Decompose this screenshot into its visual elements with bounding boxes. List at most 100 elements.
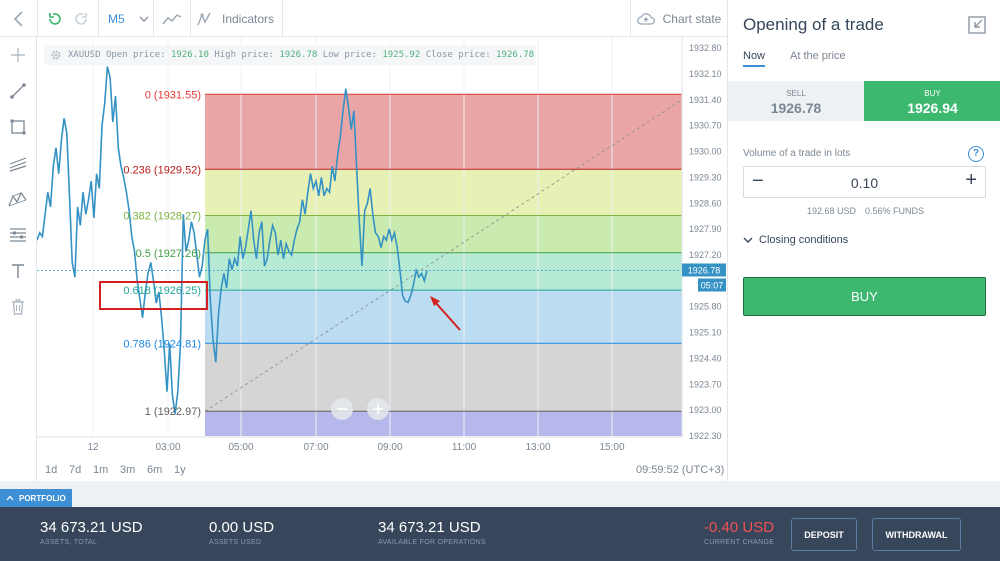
sell-label: SELL [786,89,806,98]
rectangle-tool[interactable] [6,115,30,139]
tab-at-the-price[interactable]: At the price [790,50,846,62]
svg-text:1926.78: 1926.78 [688,265,721,275]
undo-icon [49,12,61,25]
delete-drawings-tool[interactable] [6,295,30,319]
info-open-label: Open price: [105,50,166,60]
drawing-tools-sidebar [0,37,37,481]
range-1d[interactable]: 1d [45,464,58,476]
fib-zone [205,215,682,253]
y-tick-label: 1927.90 [689,224,722,234]
y-tick-label: 1931.40 [689,95,722,105]
fib-zone [205,290,682,344]
current-change-value: -0.40 USD [704,519,775,536]
available-value: 34 673.21 USD [378,519,481,536]
range-1y[interactable]: 1y [174,464,186,476]
cloud-upload-icon [636,12,655,25]
assets-used-label: ASSETS USED [209,539,262,546]
fibonacci-trend-line[interactable] [204,99,683,412]
y-tick-label: 1930.70 [689,121,722,131]
increase-volume-button[interactable]: + [965,169,977,191]
zoom-out-button[interactable] [331,398,353,420]
chart-type-button[interactable] [155,0,189,37]
trash-icon [12,299,24,315]
timeframe-select[interactable]: M5 [100,0,152,37]
x-tick-label: 05:00 [228,442,253,453]
help-icon[interactable]: ? [968,146,984,162]
trend-line-icon [10,83,26,99]
fib-level-label: 0.236 (1929.52) [123,164,201,176]
fib-level-label: 0.5 (1927.26) [136,248,201,260]
sell-price: 1926.78 [770,100,822,116]
volume-stepper[interactable]: − 0.10 + [743,166,986,198]
highlight-box [99,281,208,310]
fib-level-label: 0 (1931.55) [145,89,201,101]
portfolio-tab[interactable]: PORTFOLIO [0,489,72,507]
withdrawal-button[interactable]: WITHDRAWAL [872,518,961,551]
clock: 09:59:52 (UTC+3) [636,464,725,476]
closing-conditions-toggle[interactable]: Closing conditions [759,234,849,246]
undo-button[interactable] [44,0,66,37]
y-tick-label: 1924.40 [689,353,722,363]
y-tick-label: 1930.00 [689,147,722,157]
rectangle-icon [10,119,26,135]
fib-zone [205,169,682,216]
y-tick-label: 1928.60 [689,198,722,208]
x-tick-label: 12 [87,442,99,453]
chevron-down-icon [139,16,149,22]
info-open-value: 1926.10 [170,50,209,60]
volume-input[interactable]: 0.10 [850,175,879,191]
portfolio-label: PORTFOLIO [19,493,66,503]
channel-icon [9,157,27,172]
info-symbol: XAUUSD [68,50,101,60]
tab-now[interactable]: Now [743,50,766,67]
trend-line-tool[interactable] [6,79,30,103]
info-low-label: Low price: [322,50,377,60]
trade-cost: 192.68 USD [807,206,857,216]
pattern-tool[interactable] [6,187,30,211]
fib-zone [205,343,682,412]
redo-icon [75,12,87,25]
zoom-in-button[interactable] [367,398,389,420]
buy-price-button[interactable]: BUY 1926.94 [864,81,1000,121]
fib-level-label: 0.382 (1928.27) [123,210,201,222]
x-tick-label: 13:00 [525,442,550,453]
channel-tool[interactable] [6,151,30,175]
indicators-icon [197,12,211,25]
y-tick-label: 1923.70 [689,379,722,389]
range-1m[interactable]: 1m [93,464,109,476]
current-change-label: CURRENT CHANGE [704,539,775,546]
back-button[interactable] [0,0,37,37]
assets-used-value: 0.00 USD [209,519,275,536]
x-tick-label: 07:00 [303,442,328,453]
price-chart[interactable]: 0 (1931.55) 0.236 (1929.52) 0.382 (1928.27… [37,37,727,459]
range-6m[interactable]: 6m [147,464,163,476]
buy-button[interactable]: BUY [743,277,986,316]
minimize-icon[interactable] [968,16,986,34]
trade-panel: Opening of a trade Now At the price SELL… [727,0,1000,481]
chevron-down-icon[interactable] [743,236,753,244]
buy-label: BUY [924,89,941,98]
fibonacci-tool[interactable] [6,223,30,247]
sell-button[interactable]: SELL 1926.78 [728,81,864,121]
decrease-volume-button[interactable]: − [752,170,764,192]
y-tick-label: 1925.10 [689,328,722,338]
range-7d[interactable]: 7d [69,464,82,476]
gear-icon[interactable] [50,49,62,61]
y-tick-label: 1929.30 [689,172,722,182]
available-label: AVAILABLE FOR OPERATIONS [378,539,486,546]
trade-funds: 0.56% FUNDS [865,206,925,216]
fib-zone [205,411,682,436]
indicators-label: Indicators [222,11,275,26]
info-close-value: 1926.78 [496,50,535,60]
deposit-button[interactable]: DEPOSIT [791,518,857,551]
fib-level-label: 0.786 (1924.81) [123,338,201,350]
x-tick-label: 03:00 [155,442,180,453]
assets-used-stat: 0.00 USD ASSETS USED [209,519,274,546]
chart-state-label: Chart state [662,11,722,26]
redo-button[interactable] [70,0,92,37]
range-3m[interactable]: 3m [120,464,136,476]
text-tool[interactable] [6,259,30,283]
crosshair-tool[interactable] [6,43,30,67]
chart-state-button[interactable]: Chart state [631,0,727,37]
indicators-button[interactable]: Indicators [196,0,282,37]
